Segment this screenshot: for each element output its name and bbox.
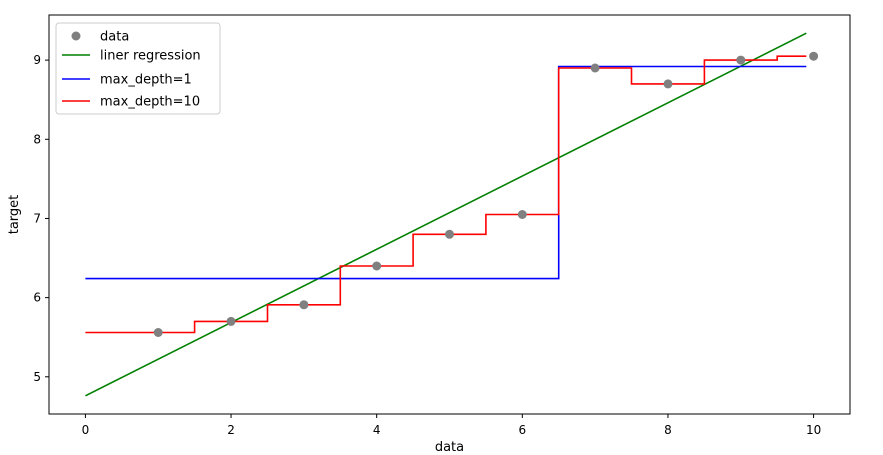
x-tick-label: 6 bbox=[518, 423, 526, 437]
y-axis-label: target bbox=[7, 195, 22, 235]
x-tick-label: 0 bbox=[82, 423, 90, 437]
data-point bbox=[663, 79, 673, 89]
data-point bbox=[299, 300, 309, 310]
series-layer bbox=[85, 32, 807, 397]
data-point bbox=[226, 316, 236, 326]
y-tick-label: 9 bbox=[33, 53, 41, 67]
legend-box bbox=[55, 22, 221, 115]
data-point bbox=[372, 261, 382, 271]
x-tick-label: 4 bbox=[373, 423, 381, 437]
y-tick-label: 8 bbox=[33, 132, 41, 146]
y-axis: 5 6 7 8 9 bbox=[33, 53, 49, 384]
x-axis-label: data bbox=[435, 440, 464, 455]
data-point bbox=[517, 210, 527, 219]
data-point bbox=[153, 328, 163, 337]
legend-label-2: max_depth=1 bbox=[100, 73, 192, 88]
series-line-3 bbox=[85, 55, 807, 334]
plot-frame bbox=[48, 14, 851, 415]
scatter-layer bbox=[153, 51, 819, 337]
y-tick-label: 5 bbox=[33, 370, 41, 384]
legend-marker-data bbox=[71, 31, 81, 41]
x-tick-label: 2 bbox=[227, 423, 235, 437]
x-tick-label: 8 bbox=[664, 423, 672, 437]
legend-label-1: liner regression bbox=[100, 49, 201, 64]
x-tick-label: 10 bbox=[806, 423, 821, 437]
series-line-1 bbox=[85, 32, 807, 397]
legend: data liner regression max_depth=1 max_depth… bbox=[55, 22, 221, 115]
data-point bbox=[736, 55, 746, 65]
legend-label-0: data bbox=[100, 30, 129, 45]
data-point bbox=[590, 63, 600, 73]
x-axis: 0 2 4 6 8 10 bbox=[82, 414, 821, 437]
legend-label-3: max_depth=10 bbox=[100, 95, 200, 110]
y-tick-label: 7 bbox=[33, 211, 41, 225]
y-tick-label: 6 bbox=[33, 291, 41, 305]
data-point bbox=[445, 229, 454, 239]
data-point bbox=[809, 51, 819, 61]
